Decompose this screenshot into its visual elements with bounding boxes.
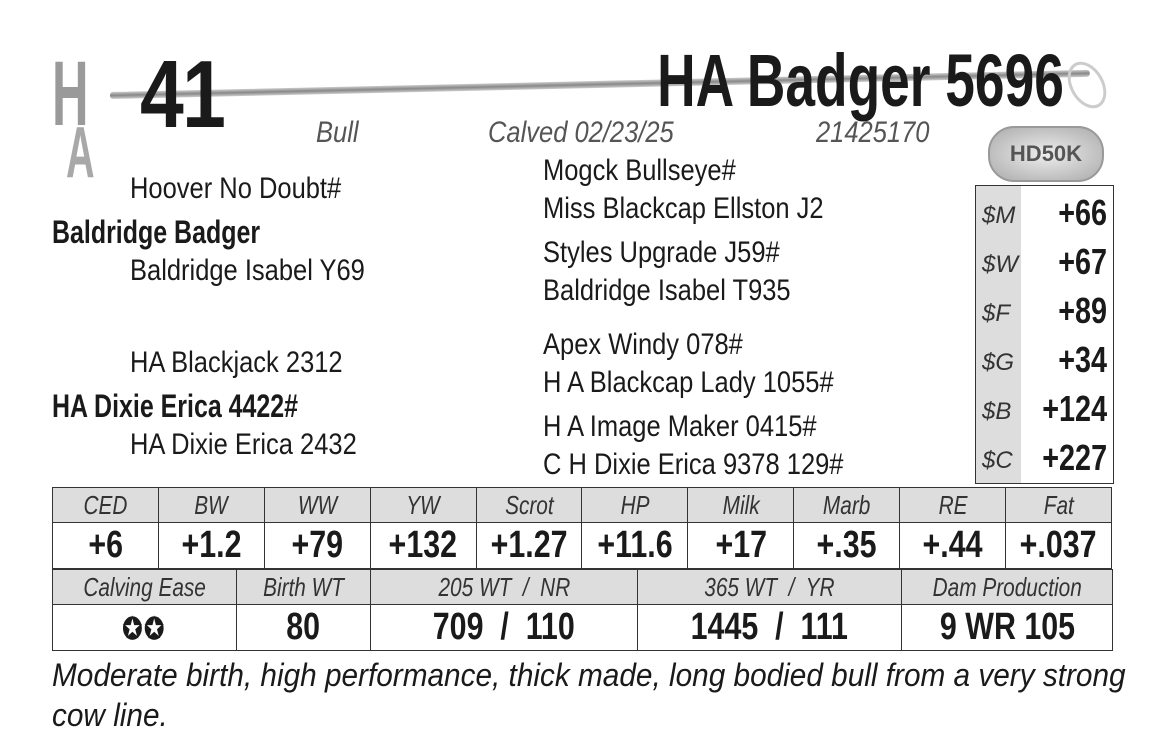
epd-value: +79 bbox=[263, 522, 371, 569]
hd50k-badge: HD50K bbox=[988, 126, 1104, 182]
index-value: +89 bbox=[1058, 290, 1107, 331]
epd-table: CED BW WW YW Scrot HP Milk Marb RE Fat +… bbox=[52, 487, 1112, 569]
sex: Bull bbox=[316, 116, 359, 149]
index-row-m: $M +66 bbox=[976, 188, 1113, 237]
sire-sire: Hoover No Doubt# bbox=[130, 172, 342, 205]
performance-table: Calving Ease Birth WT 205 WT / NR 365 WT… bbox=[52, 569, 1113, 651]
perf-value: 9 WR 105 bbox=[901, 604, 1113, 651]
epd-header: CED bbox=[52, 487, 159, 523]
calving-ease-stars: ✪✪ bbox=[52, 604, 237, 651]
index-value: +34 bbox=[1058, 339, 1107, 380]
index-value: +66 bbox=[1058, 192, 1107, 233]
index-row-f: $F +89 bbox=[976, 286, 1113, 335]
epd-value: +.35 bbox=[793, 522, 901, 569]
epd-value: +1.27 bbox=[475, 522, 583, 569]
perf-value: 1445 / 111 bbox=[637, 604, 902, 651]
perf-header: 205 WT / NR bbox=[370, 569, 638, 605]
great-grandparent: H A Blackcap Lady 1055# bbox=[543, 366, 834, 399]
index-label-column bbox=[976, 186, 1021, 483]
index-label: $W bbox=[982, 251, 1018, 278]
index-row-b: $B +124 bbox=[976, 384, 1113, 433]
epd-value-row: +6 +1.2 +79 +132 +1.27 +11.6 +17 +.35 +.… bbox=[52, 522, 1112, 569]
index-label: $G bbox=[982, 349, 1015, 376]
epd-header: BW bbox=[157, 487, 265, 523]
index-label: $F bbox=[982, 300, 1011, 327]
rope-loop-graphic bbox=[1059, 54, 1115, 116]
index-value: +227 bbox=[1042, 437, 1107, 478]
index-box: $M +66 $W +67 $F +89 $G +34 $B +124 $C +227 bbox=[975, 185, 1114, 484]
index-value: +124 bbox=[1042, 388, 1107, 429]
perf-header: Calving Ease bbox=[52, 569, 237, 605]
epd-header: Scrot bbox=[475, 487, 583, 523]
epd-header: Milk bbox=[687, 487, 795, 523]
ranch-logo-h: H bbox=[52, 43, 89, 145]
index-label: $C bbox=[982, 447, 1013, 474]
epd-header: HP bbox=[581, 487, 689, 523]
epd-header: Fat bbox=[1005, 487, 1112, 523]
ranch-logo-a: A bbox=[66, 113, 95, 193]
perf-header: 365 WT / YR bbox=[637, 569, 902, 605]
animal-name: HA Badger 5696 bbox=[657, 39, 1064, 122]
epd-value: +11.6 bbox=[581, 522, 689, 569]
epd-value: +.44 bbox=[899, 522, 1007, 569]
dam: HA Dixie Erica 4422# bbox=[52, 388, 299, 424]
dam-sire: HA Blackjack 2312 bbox=[130, 346, 343, 379]
perf-header: Dam Production bbox=[901, 569, 1113, 605]
great-grandparent: Styles Upgrade J59# bbox=[543, 236, 780, 269]
lot-number: 41 bbox=[140, 41, 226, 148]
epd-header: WW bbox=[263, 487, 371, 523]
index-row-g: $G +34 bbox=[976, 335, 1113, 384]
remarks: Moderate birth, high performance, thick … bbox=[52, 657, 1126, 733]
epd-header: YW bbox=[369, 487, 477, 523]
registration-number: 21425170 bbox=[816, 116, 930, 149]
epd-value: +.037 bbox=[1005, 522, 1112, 569]
calved-date: Calved 02/23/25 bbox=[488, 116, 674, 149]
epd-value: +6 bbox=[52, 522, 159, 569]
epd-value: +132 bbox=[369, 522, 477, 569]
index-row-c: $C +227 bbox=[976, 433, 1113, 482]
index-label: $B bbox=[982, 398, 1012, 425]
performance-header-row: Calving Ease Birth WT 205 WT / NR 365 WT… bbox=[52, 569, 1113, 605]
epd-header: Marb bbox=[793, 487, 901, 523]
dam-dam: HA Dixie Erica 2432 bbox=[130, 428, 357, 461]
epd-header-row: CED BW WW YW Scrot HP Milk Marb RE Fat bbox=[52, 487, 1112, 523]
great-grandparent: Miss Blackcap Ellston J2 bbox=[543, 192, 824, 225]
epd-value: +17 bbox=[687, 522, 795, 569]
perf-value: 80 bbox=[236, 604, 371, 651]
index-value: +67 bbox=[1058, 241, 1107, 282]
great-grandparent: Baldridge Isabel T935 bbox=[543, 274, 791, 307]
perf-header: Birth WT bbox=[236, 569, 371, 605]
star-icon: ✪✪ bbox=[122, 613, 167, 646]
index-label: $M bbox=[982, 202, 1016, 229]
performance-value-row: ✪✪ 80 709 / 110 1445 / 111 9 WR 105 bbox=[52, 604, 1113, 651]
great-grandparent: C H Dixie Erica 9378 129# bbox=[543, 448, 844, 481]
great-grandparent: H A Image Maker 0415# bbox=[543, 410, 817, 443]
perf-value: 709 / 110 bbox=[370, 604, 638, 651]
index-row-w: $W +67 bbox=[976, 237, 1113, 286]
epd-value: +1.2 bbox=[157, 522, 265, 569]
great-grandparent: Mogck Bullseye# bbox=[543, 154, 736, 187]
sire-dam: Baldridge Isabel Y69 bbox=[130, 254, 365, 287]
great-grandparent: Apex Windy 078# bbox=[543, 328, 743, 361]
sire: Baldridge Badger bbox=[52, 214, 261, 250]
epd-header: RE bbox=[899, 487, 1007, 523]
